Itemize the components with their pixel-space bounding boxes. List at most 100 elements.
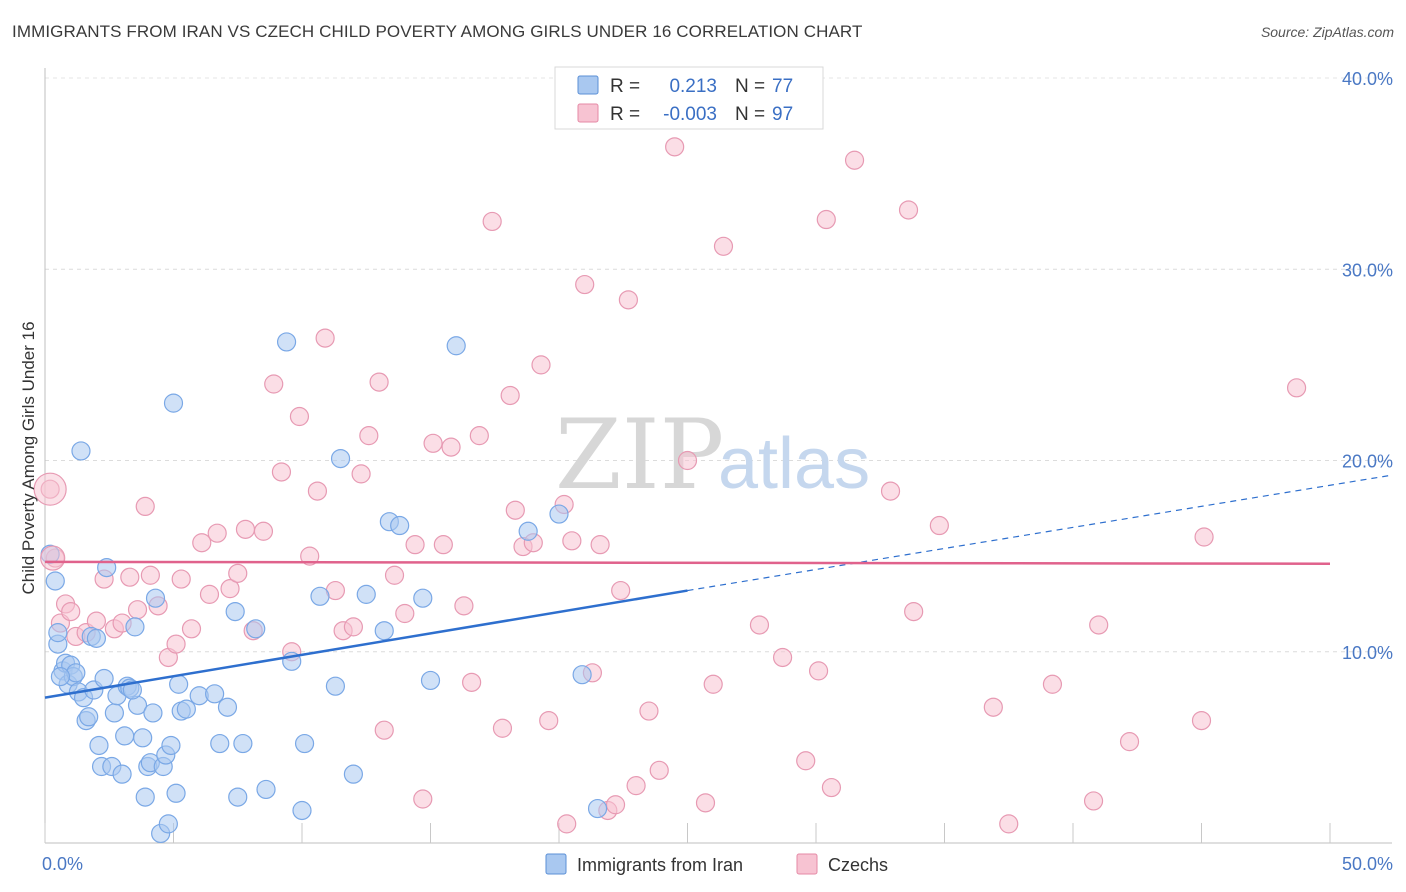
data-point xyxy=(133,728,153,748)
tick-labels: 10.0% 20.0% 30.0% 40.0% 0.0% 50.0% xyxy=(42,69,1393,874)
data-point xyxy=(225,601,245,622)
data-point xyxy=(40,545,66,571)
data-point xyxy=(462,672,482,692)
legend-n-label-iran: N = xyxy=(735,76,765,97)
data-point xyxy=(423,433,443,453)
legend-swatch-iran xyxy=(577,75,599,95)
data-point xyxy=(587,798,608,819)
data-point xyxy=(181,619,202,639)
data-point xyxy=(590,535,610,555)
data-point xyxy=(140,565,160,585)
data-point xyxy=(999,814,1019,834)
data-point xyxy=(292,800,312,821)
data-point xyxy=(343,617,363,637)
data-point xyxy=(246,619,266,639)
data-point xyxy=(276,332,297,352)
y-tick-label: 30.0% xyxy=(1342,260,1393,280)
data-point xyxy=(611,580,631,601)
data-point xyxy=(207,523,227,543)
data-point xyxy=(343,764,363,784)
legend-n-value-czechs: 97 xyxy=(772,104,793,125)
data-point xyxy=(294,733,315,754)
data-point xyxy=(115,726,135,746)
data-point xyxy=(228,563,248,583)
data-point xyxy=(703,674,723,694)
data-point xyxy=(86,628,107,648)
data-point xyxy=(94,668,114,689)
data-point xyxy=(539,710,559,731)
data-point xyxy=(1194,527,1214,547)
data-point xyxy=(256,779,276,800)
data-point xyxy=(413,789,433,809)
data-point xyxy=(210,733,230,754)
data-point xyxy=(369,372,389,392)
data-point xyxy=(356,584,376,604)
data-point xyxy=(233,733,253,754)
data-point xyxy=(122,680,142,700)
data-point xyxy=(1286,378,1307,398)
data-point xyxy=(433,535,453,555)
legend-r-label-iran: R = xyxy=(610,76,640,97)
y-tick-label: 20.0% xyxy=(1342,452,1393,472)
data-points xyxy=(33,137,1307,844)
watermark: ZIP atlas xyxy=(555,399,870,511)
data-point xyxy=(310,586,330,606)
data-point xyxy=(176,699,196,719)
data-point xyxy=(983,697,1003,717)
data-point xyxy=(772,647,793,668)
x-tick-label-min: 0.0% xyxy=(42,854,83,874)
series-legend-label-iran: Immigrants from Iran xyxy=(577,855,743,875)
data-point xyxy=(454,596,474,616)
series-legend: Immigrants from Iran Czechs xyxy=(545,853,888,875)
data-point xyxy=(665,137,685,157)
data-point xyxy=(844,150,865,170)
data-point xyxy=(104,703,124,723)
watermark-zip: ZIP xyxy=(555,399,724,511)
legend-r-label-czechs: R = xyxy=(610,104,640,125)
data-point xyxy=(749,615,770,635)
data-point xyxy=(446,336,466,356)
data-point xyxy=(1119,732,1140,752)
trend-line-iran-extension xyxy=(687,474,1391,592)
data-point xyxy=(127,600,148,620)
series-legend-swatch-iran xyxy=(545,853,567,875)
data-point xyxy=(71,441,91,461)
data-point xyxy=(135,787,155,807)
legend-n-label-czechs: N = xyxy=(735,104,765,125)
data-point xyxy=(562,531,582,551)
data-point xyxy=(289,406,310,427)
data-point xyxy=(420,670,441,691)
data-point xyxy=(89,735,109,756)
data-point xyxy=(264,374,284,394)
y-tick-label: 10.0% xyxy=(1342,643,1393,663)
y-axis-label: Child Poverty Among Girls Under 16 xyxy=(19,321,38,594)
data-point xyxy=(1042,674,1063,694)
data-point xyxy=(713,236,734,256)
data-point xyxy=(163,393,184,413)
data-point xyxy=(330,448,351,469)
data-point xyxy=(235,519,256,539)
data-point xyxy=(904,601,924,622)
data-point xyxy=(575,274,595,295)
chart-title: IMMIGRANTS FROM IRAN VS CZECH CHILD POVE… xyxy=(12,22,863,41)
legend-swatch-czechs xyxy=(577,103,599,123)
data-point xyxy=(171,569,191,589)
data-point xyxy=(112,764,132,784)
data-point xyxy=(395,603,415,624)
stats-legend: R = 0.213 N = 77 R = -0.003 N = 97 xyxy=(554,66,824,130)
data-point xyxy=(307,481,328,501)
data-point xyxy=(359,426,379,446)
data-point xyxy=(158,814,178,834)
data-point xyxy=(649,760,669,780)
data-point xyxy=(166,634,186,654)
data-point xyxy=(500,385,520,406)
data-point xyxy=(217,697,238,717)
data-point xyxy=(205,684,225,704)
data-point xyxy=(143,703,163,723)
data-point xyxy=(441,437,461,457)
data-point xyxy=(271,462,292,482)
data-point xyxy=(405,535,425,555)
legend-r-value-czechs: -0.003 xyxy=(663,104,717,125)
data-point xyxy=(549,504,569,524)
data-point xyxy=(325,676,346,696)
